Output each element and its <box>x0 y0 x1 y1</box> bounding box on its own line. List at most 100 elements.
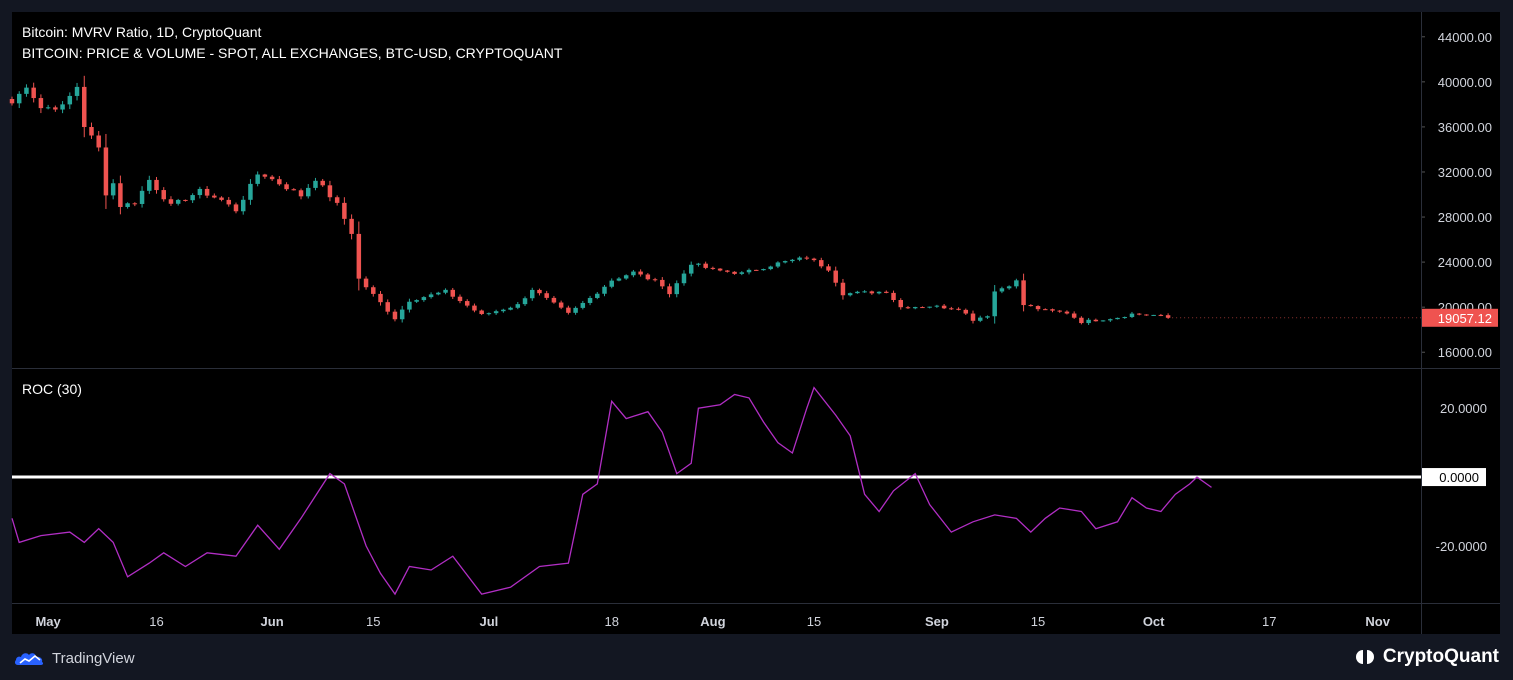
candle <box>530 287 535 301</box>
candle-body <box>334 197 340 203</box>
candle <box>999 286 1005 294</box>
candle <box>840 278 846 300</box>
last-price-label: 19057.12 <box>1438 311 1492 326</box>
candle <box>573 306 578 315</box>
candle <box>1050 308 1055 313</box>
candle-body <box>558 302 564 308</box>
candle-body <box>710 267 716 269</box>
candle-body <box>363 278 369 288</box>
candle-body <box>450 289 456 297</box>
candle <box>595 291 600 300</box>
candle-body <box>1122 317 1127 319</box>
candle <box>74 82 80 101</box>
time-tick-label: 15 <box>1031 614 1045 629</box>
candle-body <box>530 289 535 299</box>
candle <box>168 196 174 206</box>
candle <box>407 298 412 313</box>
candle <box>493 309 499 315</box>
candle <box>255 171 260 187</box>
candle <box>125 202 130 209</box>
candle-body <box>168 199 174 204</box>
indicator-title: ROC (30) <box>22 381 82 397</box>
candle <box>631 269 636 278</box>
time-tick-label: Jul <box>479 614 498 629</box>
candle-body <box>631 271 636 276</box>
candle-body <box>262 174 268 177</box>
candle <box>501 308 506 313</box>
candle <box>782 260 788 264</box>
candle-body <box>16 93 22 104</box>
candle-body <box>790 259 795 262</box>
candle-body <box>992 291 997 317</box>
candle-body <box>566 307 571 313</box>
candle <box>269 175 275 181</box>
candle-body <box>493 311 499 314</box>
candle-body <box>797 257 802 260</box>
candle-body <box>414 300 419 302</box>
roc-series-line <box>11 386 1212 596</box>
candle <box>985 315 990 319</box>
candle <box>204 186 210 199</box>
candle-body <box>118 183 123 207</box>
time-axis: May 16 Jun 15 Jul 18 Aug 15 Sep 15 Oct 17 Nov <box>35 614 1390 629</box>
price-tick-label: 28000.00 <box>1438 210 1492 225</box>
candle-body <box>313 180 318 188</box>
candle-body <box>204 188 210 196</box>
time-tick-label: Jun <box>261 614 284 629</box>
candle <box>855 290 860 294</box>
candle <box>949 306 954 310</box>
candle <box>349 214 354 240</box>
candle <box>869 290 875 295</box>
candle-body <box>219 197 224 200</box>
candle-body <box>175 199 181 204</box>
candle-body <box>602 286 607 294</box>
candle-body <box>508 307 513 310</box>
candle <box>941 303 947 310</box>
candle <box>9 96 15 106</box>
candle-body <box>674 283 679 295</box>
candle-body <box>732 271 737 274</box>
candle-body <box>67 95 73 105</box>
candle-body <box>869 291 875 294</box>
candle <box>1057 310 1062 313</box>
chart-canvas[interactable] <box>12 12 1500 634</box>
candle <box>67 92 73 110</box>
candle-body <box>1115 317 1120 320</box>
candle-body <box>746 269 752 273</box>
candle <box>992 285 997 324</box>
candle-body <box>96 135 101 148</box>
candle <box>183 199 188 202</box>
candle <box>60 101 65 114</box>
tradingview-logo[interactable]: TradingView <box>14 649 135 667</box>
candle-body <box>660 279 665 287</box>
candle <box>334 195 340 206</box>
candle-body <box>515 304 521 308</box>
candle-body <box>782 261 788 263</box>
candle-body <box>147 179 152 191</box>
candle <box>761 268 766 271</box>
candle <box>1100 320 1106 322</box>
candle <box>313 177 318 191</box>
candle <box>1043 308 1048 311</box>
roc-axis: 20.0000 -20.0000 <box>1436 401 1487 554</box>
candle-body <box>898 299 903 308</box>
candle <box>1086 318 1091 325</box>
cryptoquant-logo[interactable]: CryptoQuant <box>1353 646 1499 668</box>
time-tick-label: 18 <box>604 614 618 629</box>
candle-body <box>45 107 51 109</box>
candle <box>306 184 311 199</box>
candle <box>45 104 51 110</box>
candle <box>457 294 463 304</box>
candle-body <box>464 301 470 306</box>
candle <box>443 288 448 295</box>
candle <box>616 277 622 282</box>
candle-body <box>1079 317 1084 324</box>
cryptoquant-label: CryptoQuant <box>1382 646 1499 667</box>
candle <box>284 182 289 191</box>
candle <box>804 255 810 261</box>
candle <box>1079 316 1084 325</box>
candle <box>551 295 557 304</box>
candle <box>212 193 217 199</box>
candle-body <box>905 307 911 309</box>
